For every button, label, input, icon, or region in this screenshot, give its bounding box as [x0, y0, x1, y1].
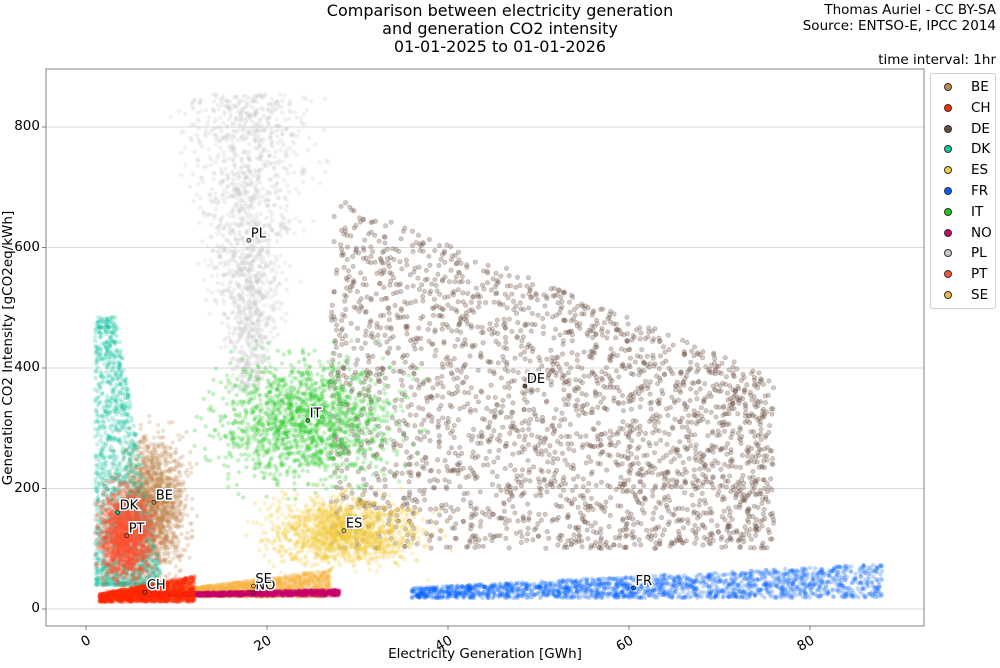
legend-marker-icon	[944, 249, 952, 258]
centroid-es	[341, 528, 347, 534]
legend-label: DE	[971, 120, 990, 137]
series-se	[183, 567, 333, 600]
legend-label: CH	[971, 99, 991, 116]
centroid-label-pl: PL	[251, 226, 267, 241]
chart-title-line-3: 01-01-2025 to 01-01-2026	[393, 37, 607, 56]
legend-item-pt: PT	[931, 265, 995, 285]
centroid-de	[522, 383, 528, 389]
time-interval-annotation: time interval: 1hr	[878, 52, 996, 68]
plot-frame	[45, 68, 925, 627]
centroid-label-es: ES	[346, 517, 362, 532]
legend-marker-icon	[944, 291, 952, 299]
legend-item-it: IT	[931, 203, 995, 223]
centroid-label-be: BE	[156, 488, 173, 503]
legend-item-pl: PL	[931, 244, 995, 264]
series-ch	[97, 574, 197, 604]
series-it	[192, 338, 428, 502]
legend-marker-icon	[944, 83, 952, 91]
legend-marker-icon	[944, 270, 952, 279]
legend-marker-icon	[944, 103, 952, 112]
centroid-pt	[124, 533, 130, 538]
series-be	[111, 413, 200, 588]
legend-label: PL	[971, 245, 987, 262]
legend-item-fr: FR	[931, 182, 995, 202]
credit-author: Thomas Auriel - CC BY-SA	[824, 2, 996, 18]
legend-item-ch: CH	[931, 99, 995, 119]
centroid-label-ch: CH	[147, 578, 166, 593]
legend-label: IT	[971, 203, 984, 220]
legend-label: NO	[971, 224, 992, 241]
credit-source: Source: ENTSO-E, IPCC 2014	[802, 18, 996, 34]
chart-title: Comparison between electricity generatio…	[300, 2, 700, 56]
legend-label: SE	[971, 287, 989, 303]
grid-lines	[42, 126, 924, 630]
series-fr	[409, 562, 885, 601]
centroid-markers: BE CH DE DK ES FR IT NO PL PT SE	[115, 225, 654, 596]
legend-label: DK	[971, 141, 991, 158]
series-de	[327, 200, 777, 552]
legend-item-dk: DK	[931, 140, 995, 160]
legend-marker-icon	[944, 228, 952, 237]
legend-label: FR	[971, 183, 989, 199]
y-tick-label: 600	[14, 238, 40, 255]
centroid-label-se: SE	[255, 572, 271, 587]
legend-label: PT	[971, 266, 988, 283]
centroid-label-fr: FR	[636, 574, 653, 589]
centroid-pl	[246, 237, 252, 243]
credit-text: Thomas Auriel - CC BY-SA Source: ENTSO-E…	[803, 2, 996, 34]
legend-item-se: SE	[931, 286, 995, 306]
centroid-se	[251, 583, 256, 589]
y-axis-label: Generation CO2 Intensity [gCO2eq/kWh]	[0, 210, 16, 486]
legend-label: BE	[971, 79, 989, 95]
series-pt	[92, 467, 165, 594]
centroid-dk	[115, 510, 121, 515]
legend-marker-icon	[944, 187, 952, 195]
y-tick-label: 200	[14, 479, 40, 496]
x-axis-label: Electricity Generation [GWh]	[388, 646, 582, 662]
centroid-no	[251, 590, 256, 596]
y-tick-label: 800	[14, 118, 40, 134]
legend-label: ES	[971, 162, 989, 179]
centroid-label-pt: PT	[129, 521, 145, 536]
centroid-label-no: NO	[255, 579, 275, 594]
legend-marker-icon	[944, 166, 952, 175]
legend-item-be: BE	[931, 78, 995, 98]
chart-title-line-2: and generation CO2 intensity	[382, 19, 618, 38]
series-es	[244, 482, 454, 583]
legend-item-de: DE	[931, 120, 995, 140]
centroid-fr	[631, 585, 636, 591]
y-tick-label: 400	[14, 359, 40, 375]
legend-marker-icon	[944, 207, 952, 216]
legend: BE CH DE DK ES FR IT NO PL PT SE	[930, 73, 996, 309]
series-dk	[92, 314, 165, 588]
centroid-label-it: IT	[310, 406, 322, 421]
centroid-it	[305, 418, 311, 423]
centroid-label-dk: DK	[120, 499, 139, 514]
legend-item-es: ES	[931, 161, 995, 181]
data-points	[92, 91, 885, 604]
legend-marker-icon	[944, 124, 952, 133]
centroid-be	[151, 499, 157, 505]
legend-marker-icon	[944, 145, 952, 154]
y-tick-label: 0	[31, 600, 40, 616]
legend-item-no: NO	[931, 224, 995, 244]
chart-title-line-1: Comparison between electricity generatio…	[326, 1, 674, 20]
series-pl	[168, 91, 331, 395]
centroid-ch	[142, 589, 148, 595]
centroid-label-de: DE	[527, 372, 545, 387]
